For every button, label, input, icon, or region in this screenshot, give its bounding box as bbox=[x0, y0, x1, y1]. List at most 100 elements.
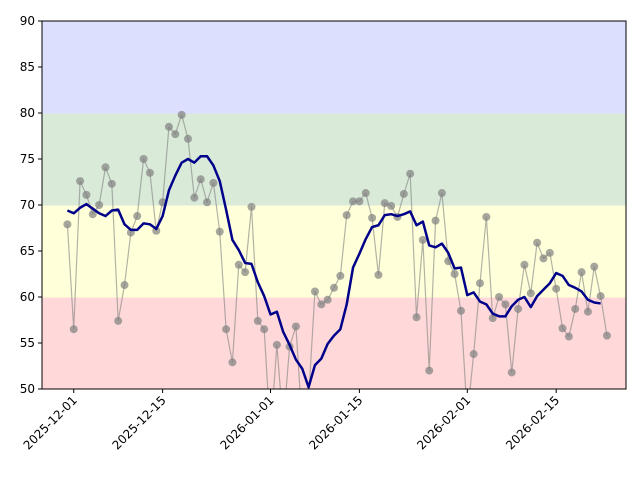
point bbox=[305, 394, 313, 402]
band bbox=[41, 112, 627, 206]
point bbox=[558, 324, 567, 333]
point bbox=[342, 211, 351, 220]
point bbox=[177, 110, 186, 119]
point bbox=[425, 366, 434, 375]
point bbox=[399, 189, 408, 198]
point bbox=[330, 283, 338, 292]
y-tick-label: 65 bbox=[20, 244, 35, 258]
point bbox=[469, 350, 478, 359]
point bbox=[234, 260, 243, 269]
point bbox=[209, 178, 218, 187]
point bbox=[241, 268, 250, 277]
point bbox=[190, 193, 199, 202]
point bbox=[101, 163, 110, 172]
point bbox=[488, 314, 497, 323]
point bbox=[253, 316, 262, 325]
point bbox=[120, 281, 129, 290]
point bbox=[514, 304, 523, 313]
point bbox=[76, 177, 85, 186]
point bbox=[95, 201, 104, 209]
point bbox=[482, 212, 491, 221]
point bbox=[215, 227, 224, 236]
point bbox=[260, 325, 269, 334]
point bbox=[380, 199, 389, 208]
point bbox=[355, 197, 364, 206]
point bbox=[501, 300, 510, 309]
point bbox=[476, 279, 484, 288]
x-tick-label: 2026-01-01 bbox=[217, 393, 276, 452]
point bbox=[545, 248, 554, 257]
point bbox=[228, 358, 237, 367]
point bbox=[69, 325, 78, 334]
point bbox=[418, 235, 427, 244]
y-tick-label: 90 bbox=[20, 14, 35, 28]
point bbox=[349, 197, 358, 206]
bands bbox=[41, 20, 627, 390]
point bbox=[171, 130, 180, 139]
point bbox=[82, 190, 91, 199]
point bbox=[164, 122, 173, 131]
x-tick-label: 2025-12-15 bbox=[110, 393, 169, 452]
point bbox=[145, 168, 154, 177]
point bbox=[571, 304, 580, 313]
point bbox=[88, 210, 97, 219]
y-tick-label: 75 bbox=[20, 152, 35, 166]
y-tick-label: 80 bbox=[20, 106, 35, 120]
point bbox=[431, 216, 440, 225]
point bbox=[526, 289, 535, 298]
y-tick-label: 50 bbox=[20, 382, 35, 396]
point bbox=[437, 189, 446, 198]
band bbox=[41, 296, 627, 390]
y-tick-label: 85 bbox=[20, 60, 35, 74]
point bbox=[336, 271, 345, 280]
point bbox=[107, 179, 116, 188]
point bbox=[450, 270, 459, 278]
point bbox=[507, 368, 516, 377]
x-tick-label: 2026-01-15 bbox=[306, 393, 365, 452]
point bbox=[412, 313, 421, 322]
plot-area bbox=[63, 110, 611, 439]
point bbox=[520, 260, 529, 269]
point bbox=[196, 175, 205, 184]
point bbox=[291, 322, 300, 331]
point bbox=[533, 238, 542, 247]
point bbox=[564, 332, 573, 341]
series-line bbox=[66, 154, 601, 389]
point bbox=[114, 316, 123, 325]
x-tick-label: 2025-12-01 bbox=[21, 393, 80, 452]
point bbox=[456, 306, 465, 315]
point bbox=[323, 295, 332, 304]
point bbox=[577, 268, 586, 277]
band bbox=[41, 20, 627, 114]
point bbox=[361, 189, 370, 198]
point bbox=[272, 340, 281, 349]
band bbox=[41, 204, 627, 298]
point bbox=[184, 134, 192, 143]
x-tick-label: 2026-02-15 bbox=[503, 393, 562, 452]
point bbox=[463, 413, 471, 421]
y-tick-label: 60 bbox=[20, 290, 35, 304]
y-tick-label: 55 bbox=[20, 336, 35, 350]
point bbox=[552, 284, 561, 293]
point bbox=[495, 293, 504, 301]
point bbox=[222, 325, 231, 334]
point bbox=[267, 431, 275, 439]
point bbox=[590, 262, 599, 271]
point bbox=[298, 422, 306, 430]
point bbox=[368, 213, 377, 222]
point bbox=[279, 422, 287, 430]
x-tick-label: 2026-02-01 bbox=[414, 393, 473, 452]
point bbox=[203, 198, 212, 207]
point bbox=[387, 201, 396, 210]
point bbox=[602, 331, 611, 340]
point bbox=[317, 300, 326, 309]
y-tick-label: 70 bbox=[20, 198, 35, 212]
point bbox=[374, 270, 383, 279]
point bbox=[247, 202, 256, 211]
point bbox=[310, 287, 319, 296]
point bbox=[63, 220, 72, 229]
point bbox=[596, 292, 605, 301]
point bbox=[583, 307, 592, 316]
point bbox=[539, 254, 548, 263]
